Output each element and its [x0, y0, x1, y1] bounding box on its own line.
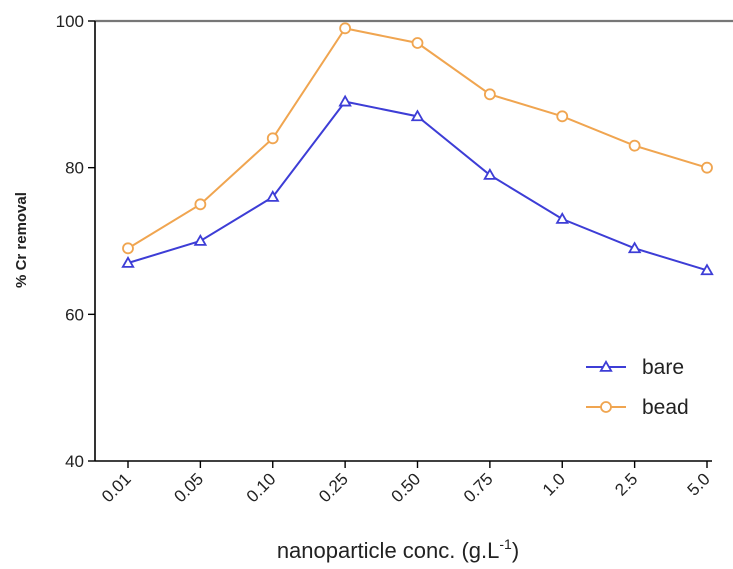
x-tick-label: 0.25 — [315, 469, 352, 506]
x-tick-label: 5.0 — [684, 469, 714, 499]
x-axis-label-close: ) — [512, 538, 519, 563]
x-axis-label-main: nanoparticle conc. (g.L — [277, 538, 500, 563]
x-tick-label: 0.01 — [98, 469, 135, 506]
series-bead-point — [556, 110, 569, 123]
series-bare-point — [121, 255, 135, 268]
series-bare-point — [483, 167, 497, 180]
series-bead — [122, 22, 713, 255]
series-bead-point — [628, 139, 641, 152]
y-tick-label: 80 — [65, 159, 84, 178]
series — [121, 22, 714, 276]
series-bare-point — [700, 263, 714, 276]
x-ticks: 0.01 0.05 0.10 0.25 0.50 0.75 1.0 2.5 5.0 — [98, 461, 714, 506]
legend: bare bead — [586, 356, 689, 419]
x-axis-label-superscript: -1 — [499, 536, 512, 552]
series-bare-line — [127, 100, 708, 272]
legend-label-bead: bead — [642, 396, 689, 419]
legend-item-bare: bare — [586, 356, 684, 379]
series-bead-point — [483, 88, 496, 101]
series-bead-line — [127, 27, 708, 250]
x-axis-label: nanoparticle conc. (g.L-1) — [277, 536, 519, 563]
x-tick-label: 0.75 — [460, 469, 497, 506]
series-bead-point — [339, 22, 352, 35]
series-bead-point — [701, 161, 713, 174]
series-bare-point — [193, 233, 208, 246]
x-tick-label: 0.50 — [387, 469, 424, 506]
x-tick-label: 1.0 — [539, 469, 569, 499]
y-ticks: 40 60 80 100 — [56, 12, 95, 471]
y-tick-label: 60 — [65, 305, 84, 324]
series-bare-point — [627, 241, 642, 254]
axes — [94, 19, 733, 462]
series-bare — [121, 94, 714, 276]
legend-marker-bead — [600, 401, 612, 413]
y-axis-label: % Cr removal — [13, 192, 30, 288]
y-tick-label: 40 — [65, 452, 84, 471]
series-bare-point — [410, 109, 425, 122]
series-bare-point — [338, 94, 352, 107]
series-bare-point — [555, 211, 570, 224]
x-tick-label: 0.05 — [170, 469, 207, 506]
series-bead-point — [194, 198, 207, 211]
series-bead-point — [266, 132, 279, 145]
series-bare-point — [265, 189, 280, 202]
series-bead-point — [411, 37, 424, 49]
x-tick-label: 2.5 — [611, 469, 641, 499]
legend-item-bead: bead — [586, 396, 689, 419]
x-tick-label: 0.10 — [243, 469, 280, 506]
series-bead-point — [122, 242, 134, 255]
legend-marker-bare — [599, 359, 613, 372]
y-tick-label: 100 — [56, 12, 84, 31]
legend-label-bare: bare — [642, 356, 684, 379]
